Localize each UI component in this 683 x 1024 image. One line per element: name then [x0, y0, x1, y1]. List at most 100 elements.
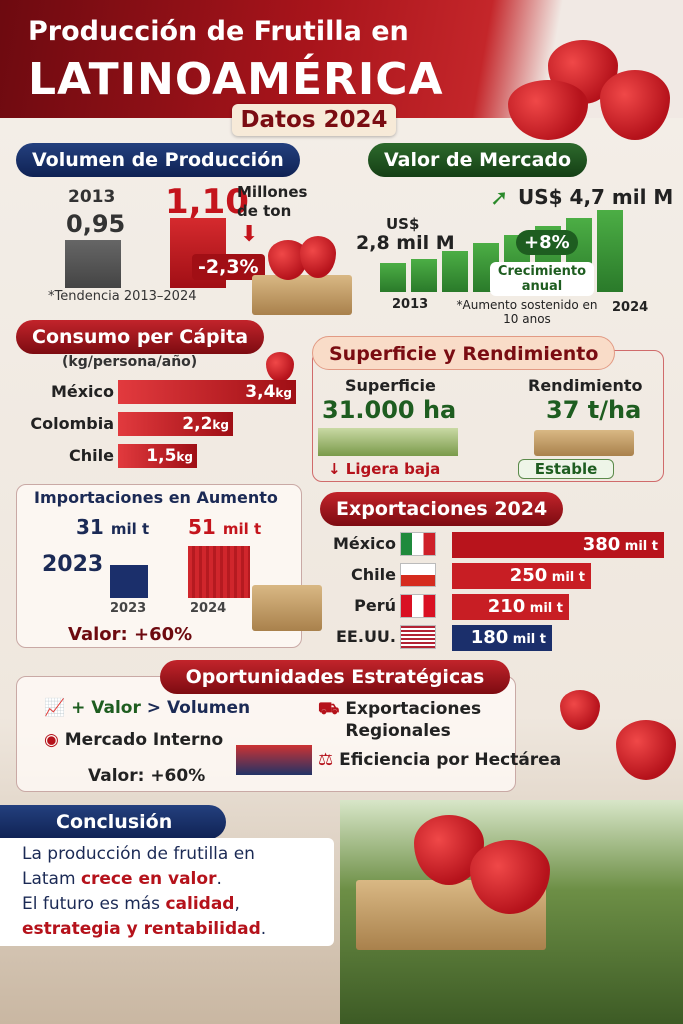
- importaciones-bar-2024: [188, 546, 250, 598]
- mercado-note: *Aumento sostenido en 10 anos: [456, 298, 598, 326]
- export-unit: mil t: [624, 539, 658, 554]
- strawberry-image: [508, 80, 588, 140]
- consumo-country: Chile: [69, 446, 114, 465]
- mercado-year-end: 2024: [612, 300, 649, 315]
- export-country: Perú: [354, 596, 396, 615]
- op-item4: Eficiencia por Hectárea: [339, 750, 562, 770]
- volumen-note: *Tendencia 2013–2024: [48, 289, 197, 304]
- export-unit: mil t: [512, 632, 546, 647]
- op-valor-label: Valor:: [88, 766, 145, 786]
- superficie-yield-trend: Estable: [518, 459, 614, 479]
- importaciones-unit: mil t: [110, 520, 150, 538]
- volumen-title: Volumen de Producción: [16, 143, 300, 177]
- market-icon: ◉: [44, 730, 65, 750]
- importaciones-year1: 2023: [110, 601, 147, 616]
- op-item3: Exportaciones Regionales: [345, 699, 482, 741]
- strawberry-image: [600, 70, 670, 140]
- conclusion-line2c: .: [216, 869, 222, 889]
- superficie-title: Superficie y Rendimiento: [312, 336, 616, 370]
- strawberry-image: [266, 352, 294, 382]
- mexico-flag-icon: [400, 532, 436, 556]
- export-icon: ⛟: [318, 699, 340, 719]
- mercado-bar: [380, 263, 406, 292]
- importaciones-title: Importaciones en Aumento: [34, 488, 278, 507]
- conclusion-line3c: ,: [234, 894, 240, 914]
- mercado-growth: +8%: [516, 230, 578, 255]
- down-arrow-icon: ↓: [328, 460, 346, 478]
- consumo-country: México: [50, 382, 114, 401]
- importaciones-unit: mil t: [222, 520, 262, 538]
- superficie-area-label: Superficie: [345, 376, 436, 395]
- export-bar: 180 mil t: [452, 625, 552, 651]
- superficie-yield-label: Rendimiento: [528, 376, 643, 395]
- consumo-value: 1,5: [146, 446, 177, 466]
- op-valor: +60%: [150, 766, 206, 786]
- crate-image: [252, 585, 322, 631]
- consumo-bar: 3,4kg: [118, 380, 296, 404]
- mercado-bar: [442, 251, 468, 292]
- conclusion-line3b: calidad: [165, 894, 235, 914]
- down-arrow-icon: ⬇: [240, 222, 259, 247]
- export-value: 250: [509, 565, 548, 586]
- export-bar: 380 mil t: [452, 532, 664, 558]
- conclusion-line2b: crece en valor: [80, 869, 217, 889]
- volumen-bar-2013: [65, 240, 121, 288]
- chile-flag-icon: [400, 563, 436, 587]
- ship-image: [236, 745, 312, 775]
- superficie-area-trend: Ligera baja: [345, 460, 441, 478]
- exportaciones-title: Exportaciones 2024: [320, 492, 564, 526]
- strawberry-image: [470, 840, 550, 914]
- superficie-area-value: 31.000 ha: [322, 396, 457, 424]
- export-country: México: [332, 534, 396, 553]
- export-bar: 250 mil t: [452, 563, 591, 589]
- volumen-value-start: 0,95: [66, 210, 126, 238]
- title-line1: Producción de Frutilla en: [28, 16, 409, 47]
- importaciones-year-big: 2023: [42, 552, 104, 577]
- importaciones-valor-label: Valor:: [68, 624, 128, 645]
- volumen-unit: Millones de ton: [237, 183, 308, 220]
- title-line2: LATINOAMÉRICA: [28, 54, 444, 105]
- consumo-country: Colombia: [30, 414, 114, 433]
- export-country: Chile: [351, 565, 396, 584]
- export-bar: 210 mil t: [452, 594, 569, 620]
- export-unit: mil t: [529, 601, 563, 616]
- op-item1-b: > Volumen: [146, 698, 251, 718]
- importaciones-2023-value: 31: [76, 515, 104, 539]
- export-value: 180: [470, 627, 509, 648]
- volumen-year-start: 2013: [68, 187, 116, 207]
- consumo-bar: 2,2kg: [118, 412, 233, 436]
- mercado-start-currency: US$: [386, 215, 420, 233]
- consumo-unit: (kg/persona/año): [62, 354, 198, 370]
- conclusion-title: Conclusión: [0, 805, 226, 839]
- basket-image: [534, 430, 634, 456]
- mercado-title: Valor de Mercado: [368, 143, 588, 177]
- op-item2: Mercado Interno: [64, 730, 224, 750]
- strawberry-image: [560, 690, 600, 730]
- importaciones-year2: 2024: [190, 601, 227, 616]
- importaciones-2024-value: 51: [188, 515, 216, 539]
- field-image: [318, 428, 458, 456]
- importaciones-bar-2023: [110, 565, 148, 598]
- basket-image: [252, 275, 352, 315]
- mercado-bar: [411, 259, 437, 292]
- subtitle-badge: Datos 2024: [232, 104, 396, 136]
- superficie-yield-value: 37 t/ha: [546, 396, 642, 424]
- export-value: 210: [487, 596, 526, 617]
- export-country: EE.UU.: [336, 627, 396, 646]
- consumo-unit: kg: [275, 386, 292, 400]
- consumo-unit: kg: [212, 418, 229, 432]
- consumo-title: Consumo per Cápita: [16, 320, 265, 354]
- volumen-value-end: 1,10: [165, 182, 249, 222]
- conclusion-card: [0, 838, 334, 946]
- consumo-unit: kg: [176, 450, 193, 464]
- trend-up-icon: 📈: [44, 698, 72, 718]
- efficiency-icon: ⚖: [318, 750, 340, 770]
- oportunidades-title: Oportunidades Estratégicas: [160, 660, 510, 694]
- mercado-bar: [597, 210, 623, 292]
- mercado-year-start: 2013: [392, 297, 429, 312]
- consumo-value: 2,2: [182, 414, 213, 434]
- consumo-bar: 1,5kg: [118, 444, 197, 468]
- export-unit: mil t: [551, 570, 585, 585]
- conclusion-line1: La producción de frutilla en: [22, 844, 255, 864]
- op-item1-a: + Valor: [71, 698, 141, 718]
